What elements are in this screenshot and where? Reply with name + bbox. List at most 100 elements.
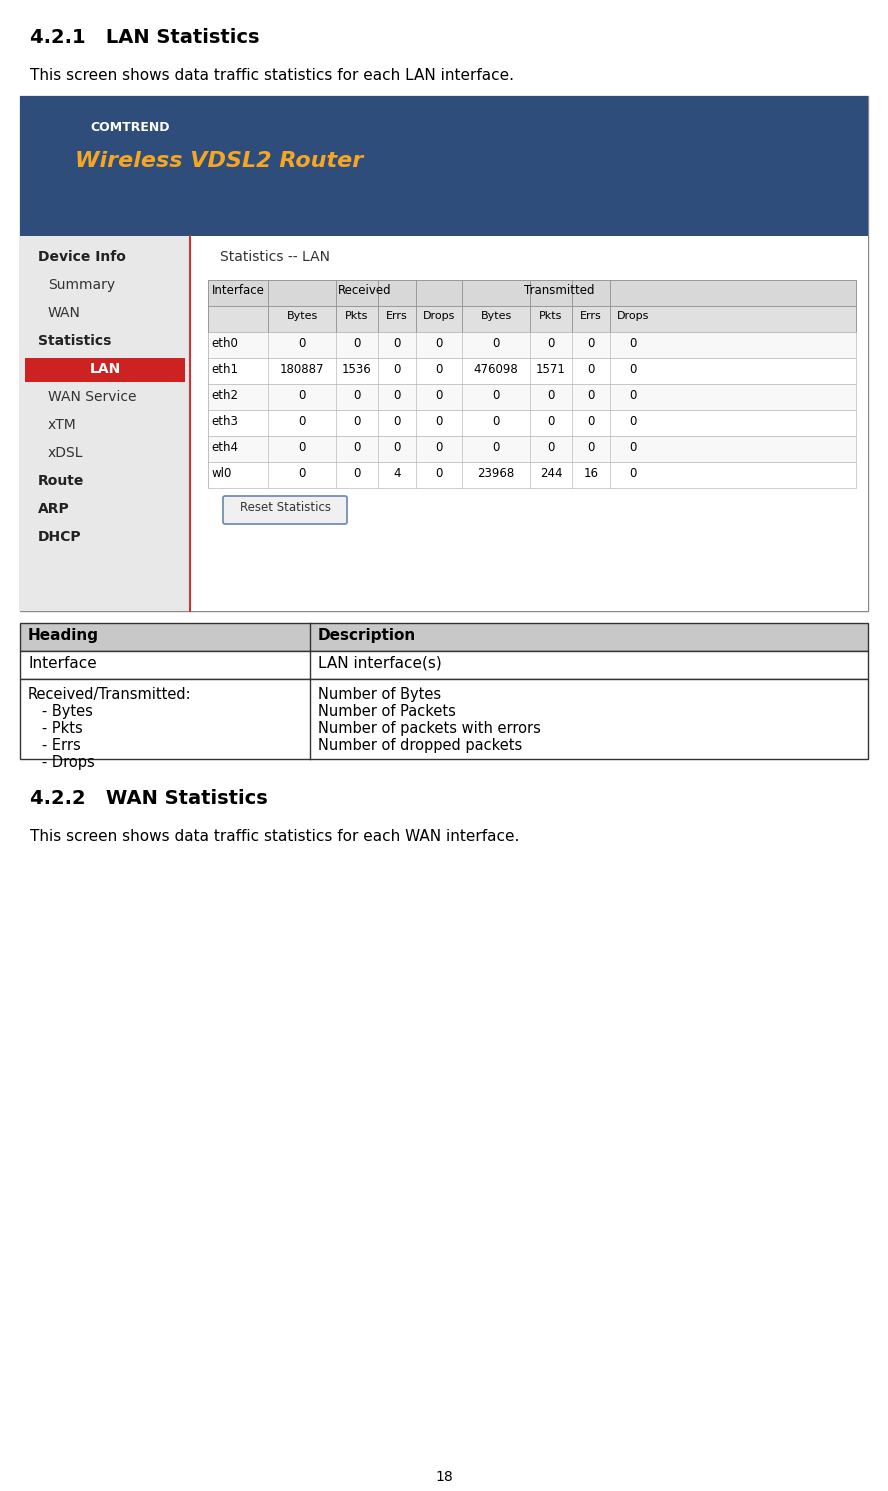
Bar <box>208 358 856 385</box>
Text: Device Info: Device Info <box>38 250 126 264</box>
Bar <box>208 280 856 306</box>
Text: 0: 0 <box>393 337 400 350</box>
Text: 1536: 1536 <box>342 362 372 376</box>
Text: xDSL: xDSL <box>48 446 83 461</box>
Text: 0: 0 <box>630 441 637 453</box>
Bar <box>208 410 856 435</box>
Text: 0: 0 <box>630 467 637 480</box>
Bar <box>20 678 868 759</box>
Text: Statistics: Statistics <box>38 334 111 347</box>
Text: 0: 0 <box>630 337 637 350</box>
Text: wl0: wl0 <box>211 467 232 480</box>
Text: Errs: Errs <box>386 312 408 321</box>
Text: Bytes: Bytes <box>480 312 511 321</box>
Text: 0: 0 <box>435 441 443 453</box>
Text: LAN interface(s): LAN interface(s) <box>318 656 441 671</box>
Bar <box>208 306 856 332</box>
Bar <box>20 95 868 236</box>
Bar <box>208 385 856 410</box>
Text: This screen shows data traffic statistics for each LAN interface.: This screen shows data traffic statistic… <box>30 69 514 83</box>
Text: DHCP: DHCP <box>38 529 82 544</box>
Text: 0: 0 <box>298 467 305 480</box>
Text: 0: 0 <box>353 337 361 350</box>
Text: 0: 0 <box>353 389 361 403</box>
Bar <box>208 462 856 488</box>
Text: 0: 0 <box>547 389 555 403</box>
Text: Wireless VDSL2 Router: Wireless VDSL2 Router <box>75 151 363 171</box>
Text: 0: 0 <box>435 389 443 403</box>
Text: Pkts: Pkts <box>345 312 369 321</box>
Text: Description: Description <box>318 628 416 643</box>
Text: 0: 0 <box>492 389 500 403</box>
Text: - Errs: - Errs <box>28 738 81 753</box>
Text: 0: 0 <box>547 337 555 350</box>
Text: 4: 4 <box>393 467 400 480</box>
FancyBboxPatch shape <box>223 497 347 523</box>
Text: 0: 0 <box>353 441 361 453</box>
Bar <box>20 236 190 611</box>
Text: 0: 0 <box>547 441 555 453</box>
Text: Number of Packets: Number of Packets <box>318 704 456 719</box>
Bar <box>20 95 868 611</box>
Text: 18: 18 <box>435 1470 453 1484</box>
Text: Drops: Drops <box>617 312 649 321</box>
Text: 0: 0 <box>435 467 443 480</box>
Text: eth4: eth4 <box>211 441 238 453</box>
Bar <box>208 435 856 462</box>
Text: 0: 0 <box>353 467 361 480</box>
Text: Statistics -- LAN: Statistics -- LAN <box>220 250 330 264</box>
Text: Interface: Interface <box>211 283 265 297</box>
Text: Number of packets with errors: Number of packets with errors <box>318 722 541 737</box>
Text: 0: 0 <box>492 441 500 453</box>
Bar <box>190 236 868 611</box>
Text: Interface: Interface <box>28 656 97 671</box>
Text: Drops: Drops <box>423 312 456 321</box>
Text: eth1: eth1 <box>211 362 238 376</box>
Text: 0: 0 <box>298 414 305 428</box>
Text: xTM: xTM <box>48 417 76 432</box>
Text: 0: 0 <box>587 414 595 428</box>
Text: 0: 0 <box>587 337 595 350</box>
Text: 0: 0 <box>298 389 305 403</box>
Text: 0: 0 <box>630 362 637 376</box>
Text: Errs: Errs <box>580 312 602 321</box>
Text: This screen shows data traffic statistics for each WAN interface.: This screen shows data traffic statistic… <box>30 829 519 844</box>
Text: 0: 0 <box>393 414 400 428</box>
Text: 23968: 23968 <box>478 467 515 480</box>
Text: 0: 0 <box>547 414 555 428</box>
Text: Route: Route <box>38 474 84 488</box>
Text: 0: 0 <box>393 441 400 453</box>
Text: 0: 0 <box>353 414 361 428</box>
Text: eth2: eth2 <box>211 389 238 403</box>
Text: 0: 0 <box>587 362 595 376</box>
Text: Pkts: Pkts <box>539 312 563 321</box>
Text: 0: 0 <box>435 362 443 376</box>
Text: LAN: LAN <box>90 362 121 376</box>
Text: - Bytes: - Bytes <box>28 704 93 719</box>
Text: WAN: WAN <box>48 306 81 321</box>
Text: 4.2.2   WAN Statistics: 4.2.2 WAN Statistics <box>30 789 268 808</box>
Text: 0: 0 <box>587 389 595 403</box>
Text: 4.2.1   LAN Statistics: 4.2.1 LAN Statistics <box>30 28 259 48</box>
Bar <box>20 623 868 652</box>
Text: Bytes: Bytes <box>286 312 318 321</box>
Text: Summary: Summary <box>48 277 115 292</box>
Text: 180887: 180887 <box>280 362 324 376</box>
Text: eth0: eth0 <box>211 337 238 350</box>
Text: 0: 0 <box>435 337 443 350</box>
Text: Transmitted: Transmitted <box>524 283 594 297</box>
Text: 0: 0 <box>630 414 637 428</box>
Bar <box>208 306 856 332</box>
Bar <box>25 358 185 382</box>
Text: ARP: ARP <box>38 502 70 516</box>
Text: Number of Bytes: Number of Bytes <box>318 687 441 702</box>
Text: 0: 0 <box>587 441 595 453</box>
Bar <box>20 95 868 236</box>
Text: - Drops: - Drops <box>28 754 95 769</box>
Text: 244: 244 <box>540 467 562 480</box>
Bar <box>208 280 856 306</box>
Text: 1571: 1571 <box>536 362 566 376</box>
Text: 16: 16 <box>583 467 599 480</box>
Text: eth3: eth3 <box>211 414 238 428</box>
Text: 0: 0 <box>630 389 637 403</box>
